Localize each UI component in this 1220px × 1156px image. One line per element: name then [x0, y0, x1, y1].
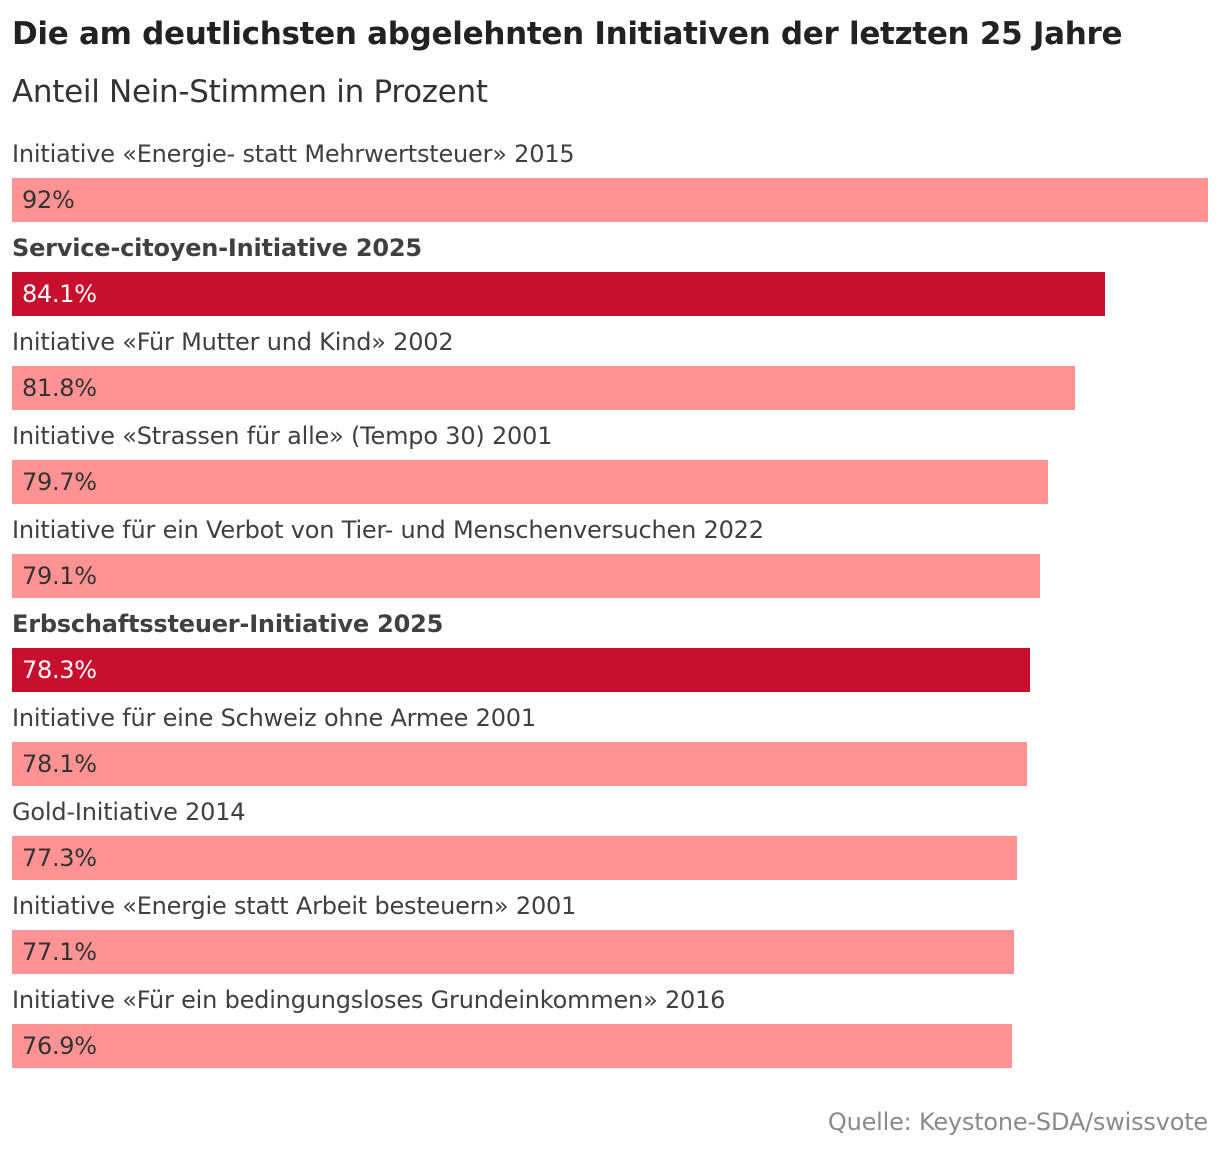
chart-subtitle: Anteil Nein-Stimmen in Prozent — [12, 74, 488, 110]
bar-label: Initiative «Strassen für alle» (Tempo 30… — [12, 422, 553, 450]
chart-title: Die am deutlichsten abgelehnten Initiati… — [12, 16, 1123, 52]
bar-label: Gold-Initiative 2014 — [12, 798, 246, 826]
bar — [12, 554, 1040, 598]
bar-value-label: 78.3% — [22, 656, 97, 684]
bar — [12, 742, 1027, 786]
bar-label: Erbschaftssteuer-Initiative 2025 — [12, 610, 444, 638]
bar-value-label: 79.1% — [22, 562, 97, 590]
bar-label: Initiative «Für Mutter und Kind» 2002 — [12, 328, 454, 356]
bar-value-label: 78.1% — [22, 750, 97, 778]
bar — [12, 178, 1208, 222]
bar — [12, 836, 1017, 880]
bar-value-label: 79.7% — [22, 468, 97, 496]
bar-label: Initiative für eine Schweiz ohne Armee 2… — [12, 704, 536, 732]
bar — [12, 930, 1014, 974]
bar — [12, 366, 1075, 410]
bar — [12, 648, 1030, 692]
bar-value-label: 81.8% — [22, 374, 97, 402]
bar-value-label: 76.9% — [22, 1032, 97, 1060]
bar-label: Initiative «Für ein bedingungsloses Grun… — [12, 986, 726, 1014]
source-note: Quelle: Keystone-SDA/swissvote — [827, 1108, 1208, 1136]
bar-value-label: 84.1% — [22, 280, 97, 308]
bar-label: Service-citoyen-Initiative 2025 — [12, 234, 422, 262]
bar — [12, 272, 1105, 316]
bar — [12, 460, 1048, 504]
bar-value-label: 77.1% — [22, 938, 97, 966]
bar-value-label: 77.3% — [22, 844, 97, 872]
bar-value-label: 92% — [22, 186, 75, 214]
bar-label: Initiative «Energie statt Arbeit besteue… — [12, 892, 577, 920]
bar-label: Initiative «Energie- statt Mehrwertsteue… — [12, 140, 575, 168]
bar — [12, 1024, 1012, 1068]
bar-label: Initiative für ein Verbot von Tier- und … — [12, 516, 764, 544]
